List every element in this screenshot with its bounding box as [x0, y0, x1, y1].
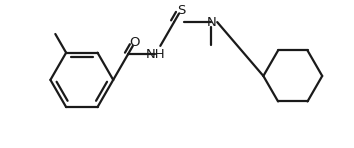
- Text: NH: NH: [145, 48, 165, 61]
- Text: O: O: [130, 36, 140, 49]
- Text: S: S: [177, 4, 185, 17]
- Text: N: N: [206, 16, 216, 29]
